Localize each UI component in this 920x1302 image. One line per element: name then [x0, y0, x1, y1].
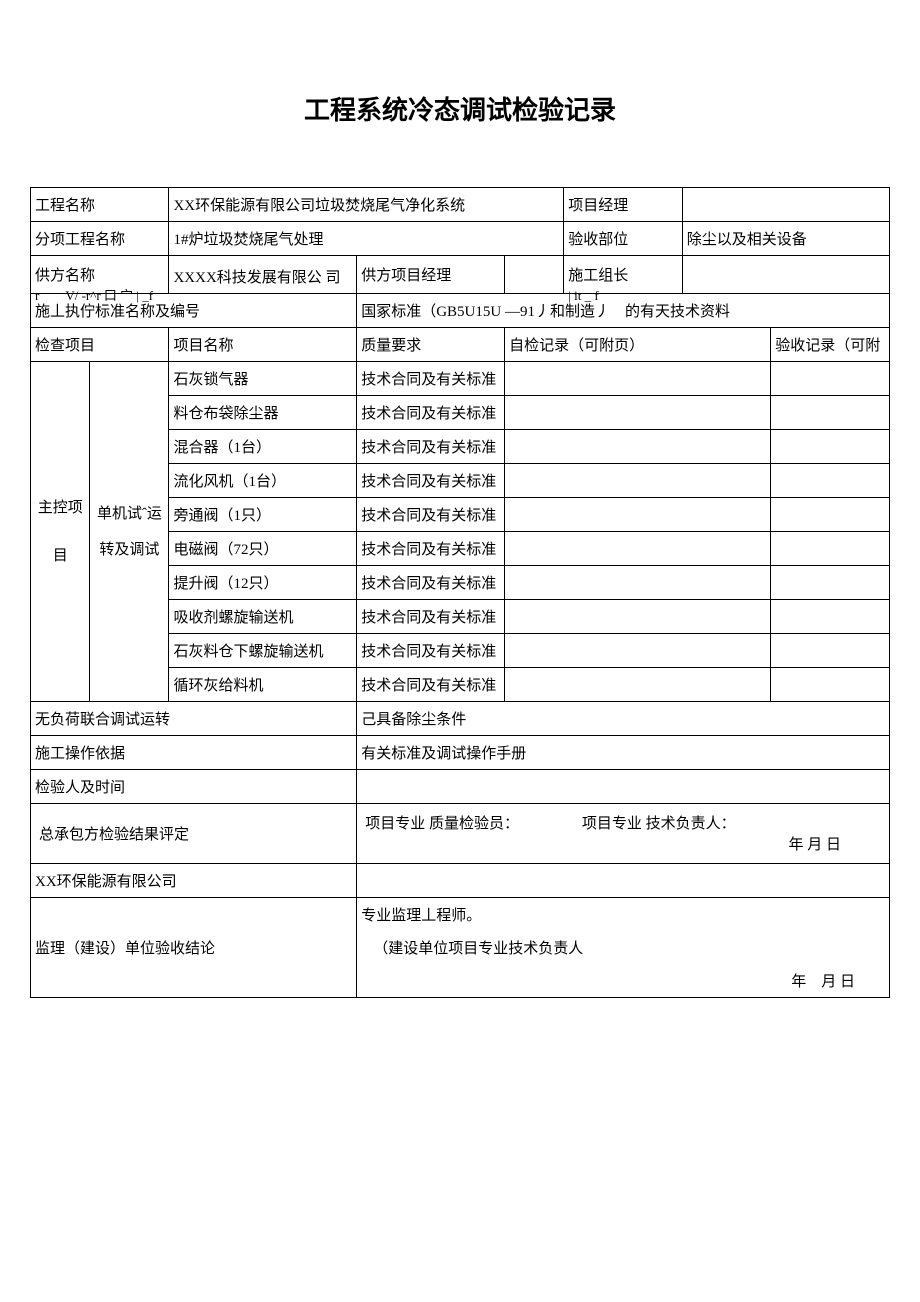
col-self-check: 自检记录（可附页）: [505, 328, 771, 362]
row-supervision: 监理（建设）单位验收结论 专业监理丄程师。 （建设单位项目专业技术负责人 年 月…: [31, 898, 890, 998]
col-quality-req: 质量要求: [357, 328, 505, 362]
item-req: 技术合同及有关标准: [357, 634, 505, 668]
value-supplier: XXXX科技发展有限公 司: [169, 256, 357, 294]
item-acceptance: [771, 566, 890, 600]
item-name: 混合器（1台）: [169, 430, 357, 464]
value-project-name: XX环保能源有限公司垃圾焚烧尾气净化系统: [169, 188, 564, 222]
item-row-0: 主控项目 单机试ˆ运转及调试 石灰锁气器 技术合同及有关标准: [31, 362, 890, 396]
document-title: 工程系统冷态调试检验记录: [30, 90, 890, 127]
label-acceptance-part: 验收部位: [564, 222, 682, 256]
item-selfcheck: [505, 668, 771, 702]
label-inspector: 检验人及时间: [31, 770, 357, 804]
item-req: 技术合同及有关标准: [357, 430, 505, 464]
item-req: 技术合同及有关标准: [357, 532, 505, 566]
item-name: 吸收剂螺旋输送机: [169, 600, 357, 634]
label-project-name: 工程名称: [31, 188, 169, 222]
item-selfcheck: [505, 362, 771, 396]
item-selfcheck: [505, 396, 771, 430]
value-inspector: [357, 770, 890, 804]
item-acceptance: [771, 498, 890, 532]
value-construction-leader: [682, 256, 889, 294]
row-sub-project: 分项工程名称 1#炉垃圾焚烧尾气处理 验收部位 除尘以及相关设备: [31, 222, 890, 256]
label-supervision: 监理（建设）单位验收结论: [31, 898, 357, 998]
item-selfcheck: [505, 498, 771, 532]
main-section-col1: 主控项目: [31, 362, 90, 702]
value-contractor-result: 项目专业 质量检验员： 项目专业 技术负责人： 年 月 日: [357, 804, 890, 864]
row-basis: 施工操作依据 有关标准及调试操作手册: [31, 736, 890, 770]
label-supplier: 供方名称 r V/ -r^r 口 宀 | _f: [31, 256, 169, 294]
row-standard: 施丄执佇标准名称及编号 国冢标准（GB5U15U —91丿和制造丿 的有天技术资…: [31, 294, 890, 328]
value-supervision: 专业监理丄程师。 （建设单位项目专业技术负责人 年 月 日: [357, 898, 890, 998]
item-name: 循环灰给料机: [169, 668, 357, 702]
item-req: 技术合同及有关标准: [357, 668, 505, 702]
item-name: 流化风机（1台）: [169, 464, 357, 498]
item-selfcheck: [505, 600, 771, 634]
value-no-load: 己具备除尘条件: [357, 702, 890, 736]
item-acceptance: [771, 464, 890, 498]
row-project-name: 工程名称 XX环保能源有限公司垃圾焚烧尾气净化系统 项目经理: [31, 188, 890, 222]
item-acceptance: [771, 362, 890, 396]
row-inspector: 检验人及时间: [31, 770, 890, 804]
item-acceptance: [771, 668, 890, 702]
item-selfcheck: [505, 566, 771, 600]
label-contractor-result: 总承包方检验结果评定: [31, 804, 357, 864]
col-acceptance: 验收记录（可附: [771, 328, 890, 362]
item-selfcheck: [505, 634, 771, 668]
row-company: XX环保能源有限公司: [31, 864, 890, 898]
label-basis: 施工操作依据: [31, 736, 357, 770]
row-supplier: 供方名称 r V/ -r^r 口 宀 | _f XXXX科技发展有限公 司 供方…: [31, 256, 890, 294]
item-req: 技术合同及有关标准: [357, 396, 505, 430]
item-acceptance: [771, 532, 890, 566]
label-project-manager: 项目经理: [564, 188, 682, 222]
item-selfcheck: [505, 532, 771, 566]
label-supplier-pm: 供方项目经理: [357, 256, 505, 294]
value-sub-project: 1#炉垃圾焚烧尾气处理: [169, 222, 564, 256]
item-name: 料仓布袋除尘器: [169, 396, 357, 430]
col-item-name: 项目名称: [169, 328, 357, 362]
inspection-table: 工程名称 XX环保能源有限公司垃圾焚烧尾气净化系统 项目经理 分项工程名称 1#…: [30, 187, 890, 998]
item-selfcheck: [505, 430, 771, 464]
value-project-manager: [682, 188, 889, 222]
item-name: 石灰料仓下螺旋输送机: [169, 634, 357, 668]
item-req: 技术合同及有关标准: [357, 600, 505, 634]
row-no-load: 无负荷联合调试运转 己具备除尘条件: [31, 702, 890, 736]
item-name: 提升阀（12只）: [169, 566, 357, 600]
item-req: 技术合同及有关标准: [357, 362, 505, 396]
row-column-headers: 检查项目 项目名称 质量要求 自检记录（可附页） 验收记录（可附: [31, 328, 890, 362]
item-acceptance: [771, 430, 890, 464]
label-sub-project: 分项工程名称: [31, 222, 169, 256]
item-req: 技术合同及有关标准: [357, 498, 505, 532]
item-acceptance: [771, 634, 890, 668]
value-standard: 国冢标准（GB5U15U —91丿和制造丿 的有天技术资料: [357, 294, 890, 328]
item-req: 技术合同及有关标准: [357, 566, 505, 600]
main-section-col2: 单机试ˆ运转及调试: [90, 362, 169, 702]
value-basis: 有关标准及调试操作手册: [357, 736, 890, 770]
value-acceptance-part: 除尘以及相关设备: [682, 222, 889, 256]
row-contractor-result: 总承包方检验结果评定 项目专业 质量检验员： 项目专业 技术负责人： 年 月 日: [31, 804, 890, 864]
item-acceptance: [771, 600, 890, 634]
col-check-item: 检查项目: [31, 328, 169, 362]
label-construction-leader: 施工组长 | it _ f: [564, 256, 682, 294]
item-req: 技术合同及有关标准: [357, 464, 505, 498]
label-no-load: 无负荷联合调试运转: [31, 702, 357, 736]
item-acceptance: [771, 396, 890, 430]
item-selfcheck: [505, 464, 771, 498]
value-supplier-pm: [505, 256, 564, 294]
label-company: XX环保能源有限公司: [31, 864, 357, 898]
value-company: [357, 864, 890, 898]
item-name: 电磁阀（72只）: [169, 532, 357, 566]
item-name: 石灰锁气器: [169, 362, 357, 396]
item-name: 旁通阀（1只）: [169, 498, 357, 532]
